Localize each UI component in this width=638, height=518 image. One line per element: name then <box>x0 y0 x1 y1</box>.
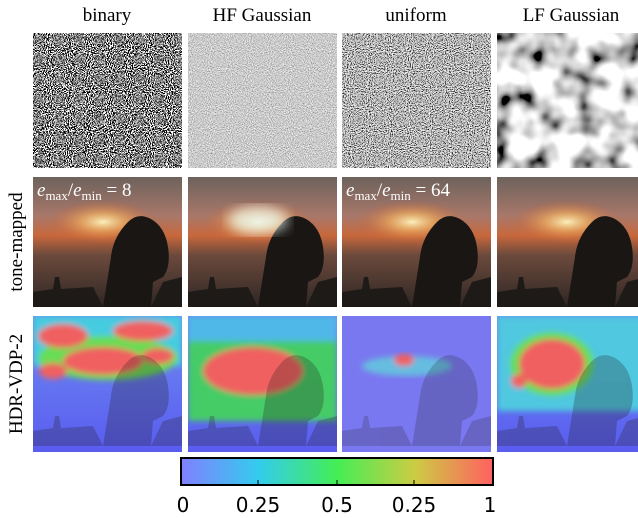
math: e <box>37 180 45 201</box>
heatmap <box>188 316 337 452</box>
math: min <box>82 188 103 203</box>
heatmap <box>342 316 491 452</box>
colorbar-tick-label: 0.25 <box>236 493 281 517</box>
column-title: uniform <box>385 5 446 26</box>
column-title: LF Gaussian <box>523 5 620 26</box>
math: max <box>354 188 377 203</box>
math: = 64 <box>411 180 451 201</box>
hdr-vdp-row <box>33 316 638 452</box>
colorbar-tick-label: 1 <box>484 493 497 517</box>
noise-row <box>33 33 638 168</box>
math: e <box>73 180 81 201</box>
colorbar-tick-label: 0.25 <box>392 493 437 517</box>
noise-uniform <box>342 33 491 168</box>
math: e <box>382 180 390 201</box>
column-title: HF Gaussian <box>213 5 312 26</box>
colorbar-tick-label: 0.5 <box>321 493 353 517</box>
noise-lf-gaussian <box>497 33 638 168</box>
column-title: binary <box>83 5 132 26</box>
column-headers: binary HF Gaussian uniform LF Gaussian <box>83 5 620 26</box>
colorbar: 0 0.25 0.5 0.25 1 <box>177 458 497 517</box>
photo <box>497 177 638 307</box>
math: e <box>346 180 354 201</box>
heatmap <box>33 316 182 452</box>
math: min <box>391 188 412 203</box>
photo <box>188 177 337 307</box>
math: = 8 <box>102 180 132 201</box>
row-label: HDR-VDP-2 <box>6 334 27 434</box>
noise-hf-gaussian <box>188 33 337 168</box>
math: max <box>45 188 68 203</box>
tone-mapped-row: emax/emin = 8 emax/emin = 64 <box>33 177 638 307</box>
colorbar-tick-label: 0 <box>177 493 190 517</box>
noise-binary <box>33 33 182 168</box>
heatmap <box>497 316 638 452</box>
row-label: tone-mapped <box>6 192 27 292</box>
figure: binary HF Gaussian uniform LF Gaussian t… <box>0 0 638 518</box>
